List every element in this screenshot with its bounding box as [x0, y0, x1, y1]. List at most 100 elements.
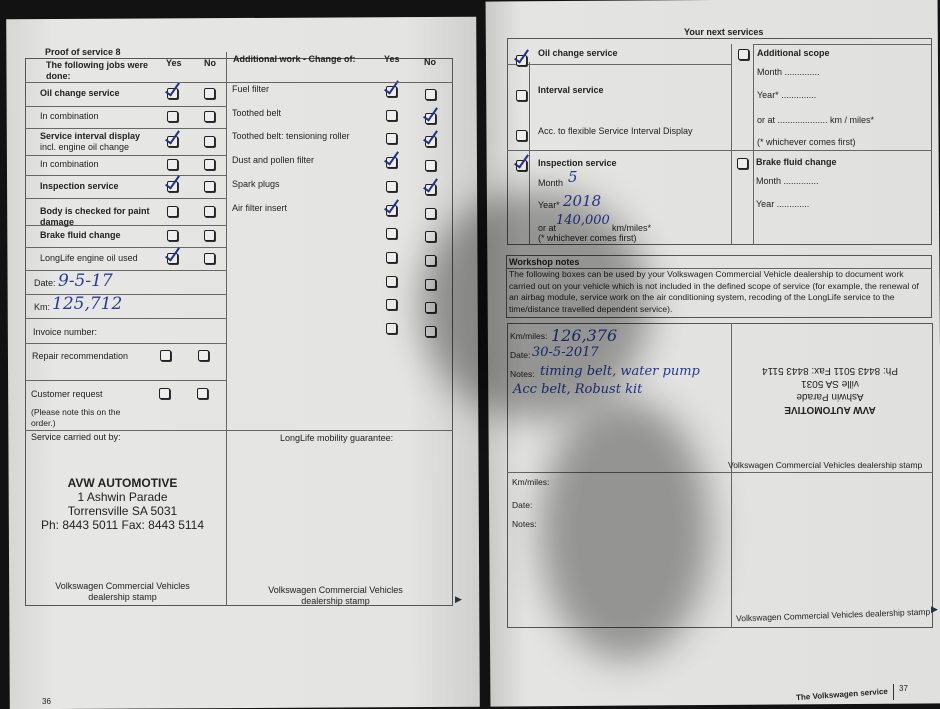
additional-item-label: Spark plugs: [232, 178, 280, 189]
entry1-date-value[interactable]: 30-5-2017: [532, 345, 599, 360]
job-no-checkbox[interactable]: [204, 135, 215, 147]
mobility-caption: Volkswagen Commercial Vehicles dealershi…: [268, 585, 403, 606]
year-value[interactable]: 2018: [563, 192, 602, 210]
next-page-arrow-icon: ▶: [455, 594, 462, 604]
additional-scope-label: Additional scope: [757, 48, 830, 58]
job-yes-checkbox[interactable]: [167, 180, 178, 192]
job-yes-checkbox[interactable]: [167, 88, 178, 99]
next-services-box: [507, 38, 932, 245]
workshop-notes-text: The following boxes can be used by your …: [509, 269, 919, 314]
stamp-caption: Volkswagen Commercial Vehicles dealershi…: [728, 460, 923, 470]
workshop-notes-title: Workshop notes: [509, 257, 580, 267]
job-yes-checkbox[interactable]: [167, 159, 178, 170]
service-by-label: Service carried out by:: [31, 432, 121, 442]
mobility-label: LongLife mobility guarantee:: [280, 433, 394, 443]
job-no-checkbox[interactable]: [204, 88, 215, 99]
additional-yes-checkbox[interactable]: [386, 133, 397, 145]
job-label: In combination: [40, 159, 99, 169]
stamp-phone: Ph: 8443 5011 Fax: 8443 5114: [40, 518, 205, 532]
date-value[interactable]: 9-5-17: [58, 271, 113, 291]
additional-yes-checkbox[interactable]: [386, 275, 397, 287]
additional-no-checkbox[interactable]: [425, 112, 436, 124]
km-label: Km:: [34, 302, 51, 312]
additional-yes-checkbox[interactable]: [386, 157, 397, 169]
additional-no-checkbox[interactable]: [425, 278, 436, 290]
next-page-arrow-icon: ▶: [931, 604, 938, 614]
oil-change-checkbox[interactable]: [516, 55, 527, 66]
job-no-checkbox[interactable]: [204, 111, 215, 122]
additional-no-checkbox[interactable]: [425, 207, 436, 219]
brake-fluid-checkbox[interactable]: [737, 158, 748, 169]
job-no-checkbox[interactable]: [204, 180, 215, 192]
additional-no-checkbox[interactable]: [425, 231, 436, 243]
entry2-date-label: Date:: [512, 500, 533, 510]
no-header: No: [204, 58, 216, 68]
job-no-checkbox[interactable]: [204, 252, 215, 264]
interval-service-checkbox[interactable]: [516, 90, 527, 101]
job-yes-checkbox[interactable]: [167, 252, 178, 264]
job-label: In combination: [40, 111, 99, 121]
inspection-checkbox[interactable]: [516, 160, 527, 171]
job-no-checkbox[interactable]: [204, 159, 215, 170]
additional-item-label: Fuel filter: [232, 84, 270, 94]
km-value[interactable]: 125,712: [52, 294, 123, 314]
additional-item-label: Air filter insert: [232, 202, 288, 213]
additional-yes-checkbox[interactable]: [386, 180, 397, 192]
additional-no-checkbox[interactable]: [425, 326, 436, 337]
proof-title: Proof of service 8: [45, 47, 121, 57]
stamp-caption: Volkswagen Commercial Vehicles dealershi…: [55, 581, 190, 602]
additional-yes-checkbox[interactable]: [386, 299, 397, 311]
job-no-checkbox[interactable]: [204, 230, 215, 241]
entry1-km-label: Km/miles:: [510, 331, 548, 341]
additional-yes-checkbox[interactable]: [386, 204, 397, 216]
brake-year: Year .............: [756, 199, 810, 209]
additional-no-checkbox[interactable]: [425, 89, 436, 100]
additional-no-checkbox[interactable]: [425, 160, 436, 172]
workshop-notes-box: [506, 255, 932, 318]
year-label: Year*: [538, 200, 560, 210]
stamp-city: Torrensville SA 5031: [67, 504, 178, 518]
additional-no-checkbox[interactable]: [425, 302, 436, 314]
customer-yes-checkbox[interactable]: [159, 388, 170, 399]
job-label: Body is checked for paint damage: [40, 205, 150, 227]
additional-yes-checkbox[interactable]: [386, 323, 397, 334]
additional-no-checkbox[interactable]: [425, 254, 436, 266]
additional-yes-checkbox[interactable]: [386, 251, 397, 263]
month-value[interactable]: 5: [568, 168, 578, 186]
job-yes-checkbox[interactable]: [167, 111, 178, 122]
job-yes-checkbox[interactable]: [167, 205, 178, 217]
km-value[interactable]: 140,000: [556, 213, 610, 228]
repair-yes-checkbox[interactable]: [160, 350, 171, 361]
customer-no-checkbox[interactable]: [197, 388, 208, 399]
inspection-label: Inspection service: [538, 158, 617, 168]
additional-no-checkbox[interactable]: [425, 183, 436, 195]
repair-no-checkbox[interactable]: [198, 350, 209, 361]
additional-scope-checkbox[interactable]: [738, 49, 749, 60]
whichever-note: (* whichever comes first): [538, 233, 637, 243]
stamp-address: Ashwin Parade: [796, 391, 864, 402]
dealer-stamp: AVW AUTOMOTIVE 1 Ashwin Parade Torrensvi…: [30, 476, 215, 532]
entry1-km-value[interactable]: 126,376: [551, 326, 618, 345]
jobs-header: The following jobs were done:: [46, 60, 149, 81]
yes-header: Yes: [384, 54, 400, 64]
km-label: or at: [538, 223, 557, 233]
entry1-notes-line2[interactable]: Acc belt, Robust kit: [513, 382, 643, 397]
additional-yes-checkbox[interactable]: [386, 228, 397, 240]
entry1-notes-line1[interactable]: timing belt, water pump: [540, 364, 700, 379]
workshop-entries-box: [507, 323, 933, 628]
job-yes-checkbox[interactable]: [167, 135, 178, 147]
stamp-address: 1 Ashwin Parade: [77, 490, 168, 504]
job-no-checkbox[interactable]: [204, 205, 215, 217]
entry2-km-label: Km/miles:: [512, 477, 550, 487]
additional-yes-checkbox[interactable]: [386, 109, 397, 121]
additional-no-checkbox[interactable]: [425, 136, 436, 148]
entry1-date-label: Date:: [510, 350, 531, 360]
job-yes-checkbox[interactable]: [167, 230, 178, 241]
additional-note: (* whichever comes first): [757, 137, 856, 147]
job-label: LongLife engine oil used: [40, 252, 138, 263]
entry1-notes-label: Notes:: [510, 369, 535, 379]
additional-km: or at .................... km / miles*: [757, 115, 875, 125]
next-services-title: Your next services: [684, 27, 764, 37]
flexible-interval-checkbox[interactable]: [516, 130, 527, 141]
additional-yes-checkbox[interactable]: [386, 86, 397, 97]
